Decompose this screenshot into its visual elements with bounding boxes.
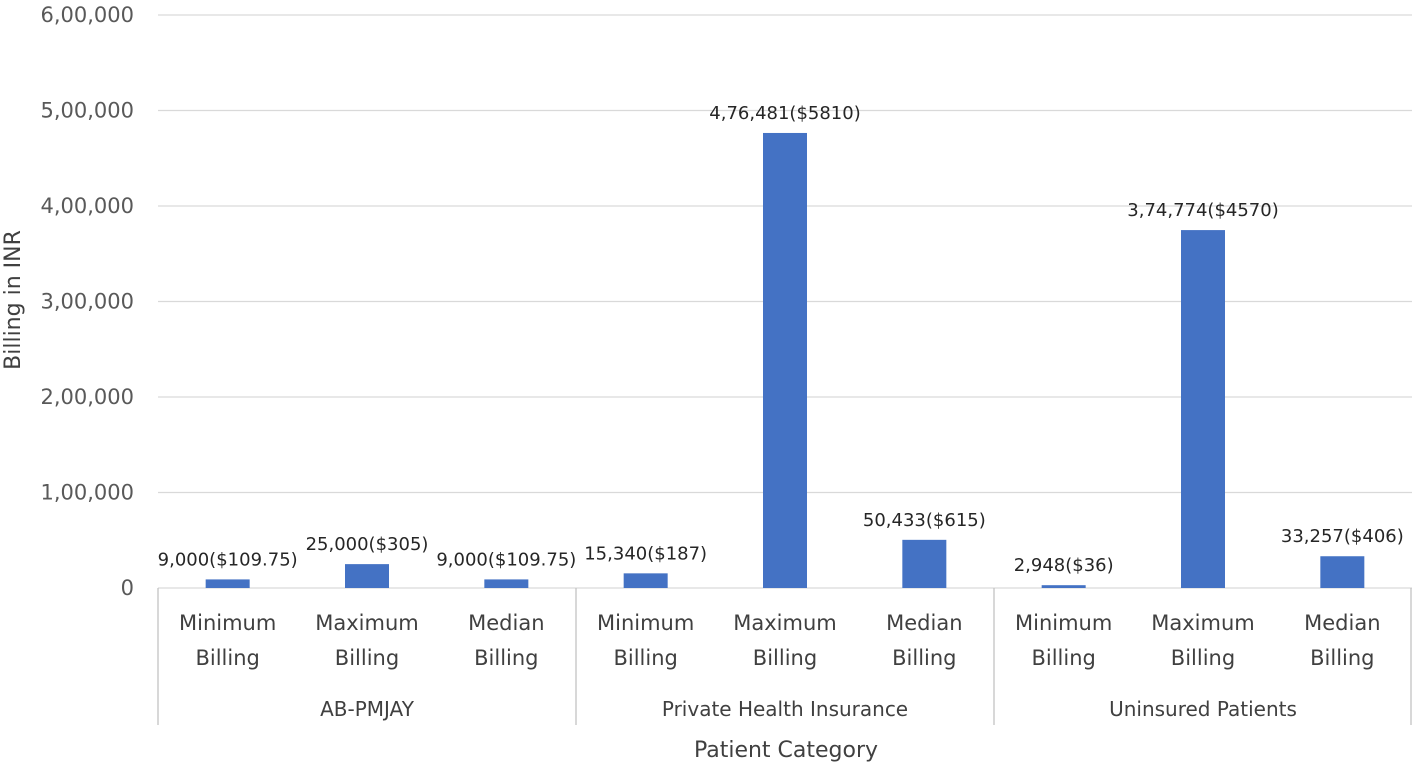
y-tick-label: 2,00,000 xyxy=(40,385,134,409)
category-label: Billing xyxy=(1310,646,1374,670)
bar xyxy=(1041,585,1086,588)
category-label: Billing xyxy=(892,646,956,670)
category-label: Maximum xyxy=(1151,611,1254,635)
x-axis-title: Patient Category xyxy=(694,738,878,763)
group-label: Private Health Insurance xyxy=(662,697,908,721)
category-label: Minimum xyxy=(597,611,694,635)
category-label: Median xyxy=(886,611,962,635)
x-axis: Minimum Billing Maximum Billing Median Billin… xyxy=(157,588,1412,725)
bar xyxy=(902,539,947,588)
data-label: 4,76,481($5810) xyxy=(709,103,860,124)
bar xyxy=(623,573,668,588)
y-tick-label: 1,00,000 xyxy=(40,481,134,505)
category-label: Maximum xyxy=(733,611,836,635)
group-label: Uninsured Patients xyxy=(1109,697,1297,721)
y-tick-label: 0 xyxy=(121,576,134,600)
category-label: Minimum xyxy=(1015,611,1112,635)
category-label: Billing xyxy=(613,646,677,670)
category-label: Billing xyxy=(753,646,817,670)
category-label: Billing xyxy=(474,646,538,670)
bar xyxy=(205,579,250,588)
data-label: 50,433($615) xyxy=(863,510,986,531)
y-axis-ticks: 0 1,00,000 2,00,000 3,00,000 4,00,000 5,00,00… xyxy=(40,3,134,600)
y-tick-label: 5,00,000 xyxy=(40,99,134,123)
bar xyxy=(345,564,389,588)
y-tick-label: 6,00,000 xyxy=(40,3,134,27)
data-labels: 9,000($109.75) 25,000($305) 9,000($109.75)… xyxy=(158,103,1404,576)
category-label: Median xyxy=(1304,611,1380,635)
data-label: 15,340($187) xyxy=(584,543,707,564)
y-axis-title: Billing in INR xyxy=(1,230,26,370)
bar xyxy=(484,579,529,588)
category-label: Median xyxy=(468,611,544,635)
category-label: Maximum xyxy=(315,611,418,635)
group-label: AB-PMJAY xyxy=(320,697,415,721)
data-label: 33,257($406) xyxy=(1281,526,1404,547)
data-label: 2,948($36) xyxy=(1014,555,1114,576)
category-label: Billing xyxy=(335,646,399,670)
data-label: 25,000($305) xyxy=(306,534,429,555)
bar xyxy=(1181,230,1225,589)
data-label: 9,000($109.75) xyxy=(436,549,576,570)
category-label: Billing xyxy=(1031,646,1095,670)
data-label: 3,74,774($4570) xyxy=(1127,200,1278,221)
category-label: Minimum xyxy=(179,611,276,635)
bars xyxy=(205,132,1365,589)
y-tick-label: 4,00,000 xyxy=(40,194,134,218)
bar xyxy=(1320,556,1365,588)
category-label: Billing xyxy=(195,646,259,670)
data-label: 9,000($109.75) xyxy=(158,549,298,570)
category-label: Billing xyxy=(1171,646,1235,670)
bar xyxy=(763,132,807,589)
y-tick-label: 3,00,000 xyxy=(40,290,134,314)
